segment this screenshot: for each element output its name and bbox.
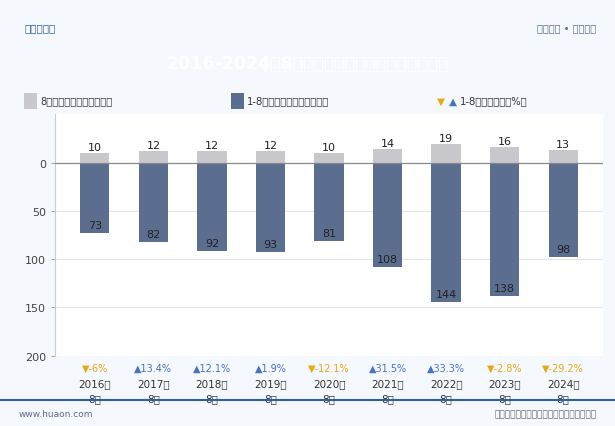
Bar	[197, 152, 226, 163]
Text: ▼-6%: ▼-6%	[82, 363, 108, 373]
Text: 82: 82	[146, 229, 161, 239]
Text: 14: 14	[381, 139, 395, 149]
Bar	[432, 163, 461, 302]
Bar	[139, 152, 168, 163]
Text: 2016-2024年8月江西省外商投资企业进出口总额: 2016-2024年8月江西省外商投资企业进出口总额	[166, 55, 449, 73]
Text: 2024年: 2024年	[547, 379, 579, 389]
Text: ▼-2.8%: ▼-2.8%	[487, 363, 522, 373]
Text: ▲31.5%: ▲31.5%	[368, 363, 407, 373]
Text: 2018年: 2018年	[196, 379, 228, 389]
Text: 73: 73	[88, 221, 102, 230]
Text: ▲: ▲	[449, 96, 457, 106]
Bar	[373, 163, 402, 267]
Text: 19: 19	[439, 134, 453, 144]
Bar	[490, 148, 519, 163]
Bar	[314, 163, 344, 241]
Text: 98: 98	[556, 245, 570, 255]
Bar	[256, 163, 285, 253]
Text: ▲33.3%: ▲33.3%	[427, 363, 465, 373]
Text: 93: 93	[263, 240, 277, 250]
Text: ▼-12.1%: ▼-12.1%	[308, 363, 350, 373]
Text: 华经情报网: 华经情报网	[25, 23, 56, 33]
Bar	[549, 151, 578, 163]
Bar	[314, 153, 344, 163]
Text: 8月: 8月	[498, 393, 511, 403]
Bar	[549, 163, 578, 257]
Text: 2021年: 2021年	[371, 379, 404, 389]
Bar	[80, 163, 109, 233]
Text: 8月: 8月	[440, 393, 453, 403]
Bar	[432, 145, 461, 163]
Text: 2020年: 2020年	[313, 379, 345, 389]
Text: ▲1.9%: ▲1.9%	[255, 363, 287, 373]
Text: 8月: 8月	[323, 393, 335, 403]
Text: ▲12.1%: ▲12.1%	[193, 363, 231, 373]
Text: 2019年: 2019年	[254, 379, 287, 389]
Bar	[373, 150, 402, 163]
Text: 12: 12	[146, 141, 161, 151]
Bar	[24, 94, 37, 109]
Text: 2022年: 2022年	[430, 379, 462, 389]
Text: 12: 12	[263, 141, 277, 151]
Text: 1-8月同比增速（%）: 1-8月同比增速（%）	[460, 96, 528, 106]
Text: 138: 138	[494, 283, 515, 293]
Text: 8月: 8月	[205, 393, 218, 403]
Text: ▲13.4%: ▲13.4%	[135, 363, 172, 373]
Text: 8月: 8月	[89, 393, 101, 403]
Text: 13: 13	[556, 140, 570, 150]
Text: 8月: 8月	[557, 393, 569, 403]
Text: 92: 92	[205, 239, 219, 249]
Text: 2017年: 2017年	[137, 379, 170, 389]
Bar	[256, 152, 285, 163]
Text: 12: 12	[205, 141, 219, 151]
Bar	[197, 163, 226, 252]
Text: www.huaon.com: www.huaon.com	[18, 409, 93, 418]
Text: 8月进出口总额（亿美元）: 8月进出口总额（亿美元）	[40, 96, 113, 106]
Text: 8月: 8月	[147, 393, 160, 403]
Text: 2023年: 2023年	[488, 379, 521, 389]
Text: 8月: 8月	[381, 393, 394, 403]
Text: 81: 81	[322, 228, 336, 238]
Text: 108: 108	[377, 254, 398, 264]
Text: 10: 10	[322, 143, 336, 153]
Bar	[490, 163, 519, 296]
Text: 8月: 8月	[264, 393, 277, 403]
Bar	[80, 153, 109, 163]
Bar	[139, 163, 168, 242]
Text: 144: 144	[435, 289, 457, 299]
Bar	[231, 94, 244, 109]
Text: 2016年: 2016年	[79, 379, 111, 389]
Text: 数据来源：中国海关，华经产业研究院整理: 数据来源：中国海关，华经产业研究院整理	[494, 409, 597, 418]
Text: ▼-29.2%: ▼-29.2%	[542, 363, 584, 373]
Text: 16: 16	[498, 137, 512, 147]
Text: ▼: ▼	[437, 96, 445, 106]
Text: 1-8月进出口总额（亿美元）: 1-8月进出口总额（亿美元）	[247, 96, 329, 106]
Text: 专业严谨 • 客观科学: 专业严谨 • 客观科学	[538, 23, 597, 33]
Text: 10: 10	[88, 143, 102, 153]
